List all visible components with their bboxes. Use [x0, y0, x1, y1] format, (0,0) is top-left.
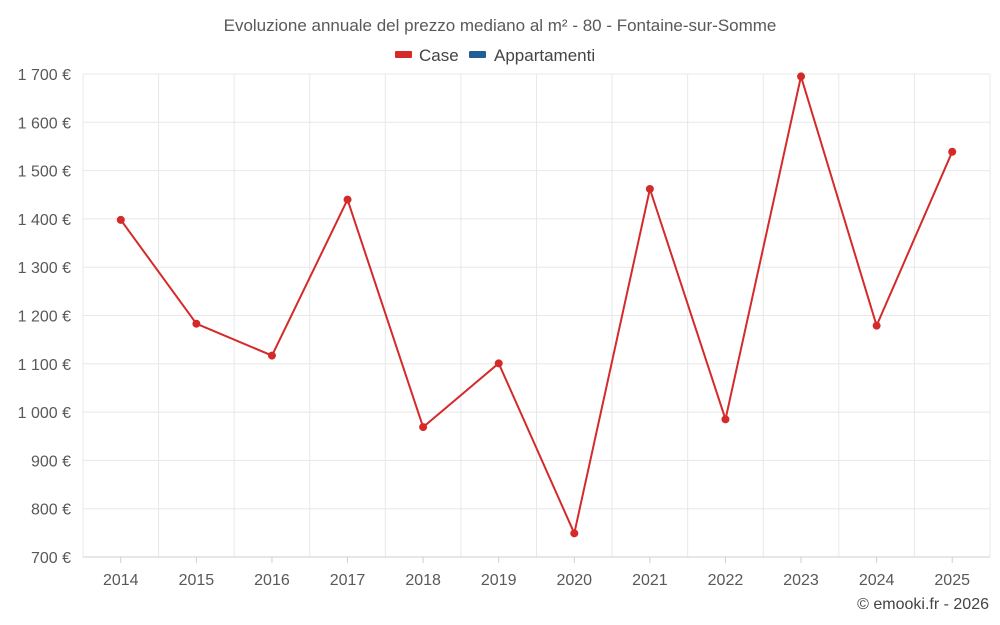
- data-point[interactable]: [570, 529, 579, 538]
- x-tick-label: 2020: [556, 572, 592, 589]
- x-tick-label: 2014: [103, 572, 139, 589]
- x-tick-label: 2016: [254, 572, 290, 589]
- y-tick-label: 700 €: [31, 550, 71, 567]
- series-line-case: [119, 75, 954, 535]
- data-point[interactable]: [872, 321, 881, 330]
- x-tick-label: 2019: [481, 572, 517, 589]
- data-point[interactable]: [645, 184, 654, 193]
- legend-swatch-case: [395, 51, 412, 58]
- data-point[interactable]: [343, 195, 352, 204]
- y-tick-label: 1 400 €: [18, 212, 71, 229]
- legend-swatch-appartamenti: [469, 51, 486, 58]
- data-point[interactable]: [494, 359, 503, 368]
- chart-title: Evoluzione annuale del prezzo mediano al…: [224, 16, 777, 35]
- x-tick-label: 2017: [330, 572, 366, 589]
- y-tick-label: 1 300 €: [18, 260, 71, 277]
- legend-label-case: Case: [419, 46, 459, 65]
- data-point[interactable]: [192, 319, 201, 328]
- x-tick-label: 2018: [405, 572, 441, 589]
- legend-item-appartamenti[interactable]: Appartamenti: [469, 46, 595, 65]
- y-tick-label: 1 600 €: [18, 115, 71, 132]
- y-tick-label: 900 €: [31, 453, 71, 470]
- x-tick-label: 2024: [859, 572, 895, 589]
- y-tick-label: 1 100 €: [18, 357, 71, 374]
- legend-item-case[interactable]: Case: [395, 46, 459, 65]
- x-tick-label: 2021: [632, 572, 668, 589]
- x-tick-label: 2023: [783, 572, 819, 589]
- x-tick-label: 2022: [708, 572, 744, 589]
- grid: [82, 73, 991, 557]
- data-point[interactable]: [267, 351, 276, 360]
- legend-label-appartamenti: Appartamenti: [494, 46, 595, 65]
- data-point[interactable]: [116, 215, 125, 224]
- x-tick-label: 2025: [934, 572, 970, 589]
- data-point[interactable]: [948, 147, 957, 156]
- series-case: [116, 72, 957, 538]
- y-tick-label: 1 200 €: [18, 309, 71, 326]
- y-tick-label: 800 €: [31, 502, 71, 519]
- axes: 700 € 800 € 900 € 1 000 € 1 100 € 1 200 € 1 30…: [18, 67, 990, 589]
- data-point[interactable]: [419, 423, 428, 432]
- x-tick-label: 2015: [179, 572, 215, 589]
- data-point[interactable]: [721, 415, 730, 424]
- y-tick-label: 1 700 €: [18, 67, 71, 84]
- y-tick-label: 1 500 €: [18, 164, 71, 181]
- y-tick-label: 1 000 €: [18, 405, 71, 422]
- legend: Case Appartamenti: [395, 46, 595, 65]
- credit-text: © emooki.fr - 2026: [857, 596, 989, 613]
- data-point[interactable]: [797, 72, 806, 81]
